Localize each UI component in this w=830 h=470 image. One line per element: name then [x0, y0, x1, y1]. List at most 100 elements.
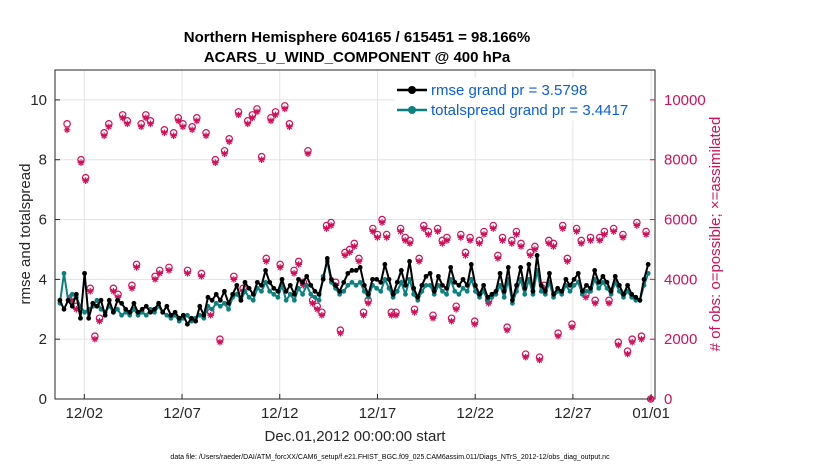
y-right-tick-label: 2000	[664, 331, 697, 348]
obs-assimilated-marker	[198, 273, 205, 280]
rmse-point	[164, 303, 170, 309]
obs-assimilated-marker	[341, 252, 349, 259]
rmse-point	[328, 276, 334, 282]
totalspread-point	[357, 279, 363, 285]
rmse-point	[460, 276, 466, 282]
obs-assimilated-marker	[114, 294, 122, 301]
rmse-point	[444, 285, 449, 291]
y-left-tick-label: 6	[39, 212, 47, 229]
obs-assimilated-marker	[216, 338, 224, 346]
rmse-point	[464, 282, 470, 288]
rmse-point	[427, 270, 433, 276]
rmse-point	[250, 291, 256, 297]
obs-assimilated-marker	[267, 117, 275, 125]
rmse-point	[538, 282, 544, 288]
chart-title-line1: Northern Hemisphere 604165 / 615451 = 98…	[184, 29, 530, 46]
obs-assimilated-marker	[258, 156, 265, 164]
rmse-point	[213, 291, 219, 297]
rmse-point	[291, 291, 297, 297]
totalspread-point	[378, 288, 384, 294]
obs-assimilated-marker	[429, 314, 437, 322]
legend-box	[395, 78, 650, 120]
y-left-axis-label: rmse and totalspread	[17, 164, 34, 305]
totalspread-point	[353, 282, 359, 288]
totalspread-point	[267, 288, 273, 294]
obs-assimilated-marker	[628, 338, 636, 346]
obs-assimilated-marker	[68, 297, 76, 304]
rmse-point	[176, 315, 182, 321]
rmse-point	[592, 267, 598, 273]
obs-assimilated-marker	[476, 240, 483, 247]
y-left-tick-label: 4	[39, 271, 47, 288]
totalspread-point	[600, 279, 606, 285]
obs-assimilated-marker	[397, 228, 404, 235]
obs-assimilated-marker	[170, 132, 177, 140]
obs-assimilated-marker	[119, 114, 126, 122]
rmse-point	[468, 262, 474, 267]
rmse-point	[106, 297, 112, 303]
obs-assimilated-marker	[605, 299, 613, 307]
rmse-point	[563, 276, 569, 282]
rmse-point	[160, 309, 166, 315]
rmse-point	[559, 288, 565, 294]
y-left-tick-label: 10	[30, 92, 47, 109]
obs-assimilated-marker	[290, 270, 298, 277]
obs-assimilated-marker	[610, 228, 617, 235]
legend-totalspread-label: totalspread grand pr = 3.4417	[431, 102, 628, 119]
totalspread-point	[571, 282, 577, 288]
legend-rmse-label: rmse grand pr = 3.5798	[431, 82, 587, 99]
obs-assimilated-marker	[360, 311, 367, 319]
totalspread-point	[444, 291, 449, 297]
rmse-point	[518, 265, 524, 270]
totalspread-point	[291, 297, 297, 303]
totalspread-point	[382, 276, 388, 282]
footnote: data file: /Users/raeder/DAI/ATM_forcXX/…	[170, 454, 610, 461]
rmse-point	[57, 297, 63, 303]
rmse-point	[374, 276, 380, 282]
rmse-point	[370, 276, 375, 282]
rmse-point	[222, 288, 227, 294]
obs-assimilated-marker	[383, 234, 391, 241]
rmse-point	[382, 262, 388, 267]
rmse-point	[205, 294, 211, 300]
rmse-point	[571, 276, 577, 282]
rmse-point	[608, 288, 614, 294]
rmse-point	[333, 282, 338, 288]
rmse-point	[263, 267, 268, 273]
obs-assimilated-marker	[480, 231, 488, 238]
obs-assimilated-marker	[457, 234, 465, 241]
obs-assimilated-marker	[193, 117, 201, 125]
obs-assimilated-marker	[350, 243, 358, 250]
rmse-point	[588, 285, 593, 291]
obs-assimilated-marker	[313, 305, 321, 313]
rmse-point	[98, 297, 104, 303]
totalspread-point	[345, 282, 351, 288]
obs-assimilated-marker	[596, 237, 604, 244]
obs-assimilated-marker	[494, 255, 502, 262]
y-left-tick-label: 8	[39, 152, 47, 169]
obs-assimilated-marker	[249, 114, 256, 122]
rmse-point	[312, 288, 318, 294]
x-tick-label: 12/17	[359, 405, 397, 422]
rmse-point	[633, 294, 639, 300]
rmse-point	[604, 279, 610, 285]
obs-assimilated-marker	[161, 129, 168, 137]
obs-assimilated-marker	[212, 159, 219, 167]
rmse-point	[567, 282, 573, 288]
totalspread-point	[226, 306, 231, 312]
rmse-point	[378, 279, 384, 285]
y-right-axis-label: # of obs: o=possible; ×=assimilated	[707, 117, 724, 352]
rmse-point	[316, 291, 322, 297]
obs-assimilated-marker	[100, 132, 108, 140]
rmse-point	[156, 300, 162, 306]
obs-assimilated-marker	[415, 258, 423, 265]
rmse-point	[485, 294, 491, 300]
totalspread-point	[501, 294, 507, 300]
rmse-point	[287, 282, 293, 288]
rmse-point	[547, 270, 552, 276]
obs-assimilated-marker	[337, 329, 344, 337]
rmse-point	[419, 282, 425, 288]
totalspread-point	[143, 312, 149, 318]
x-axis-ticks: 12/02 12/07 12/12 12/17 12/22 12/27 01/01	[66, 394, 670, 422]
obs-possible-marker	[63, 120, 71, 128]
